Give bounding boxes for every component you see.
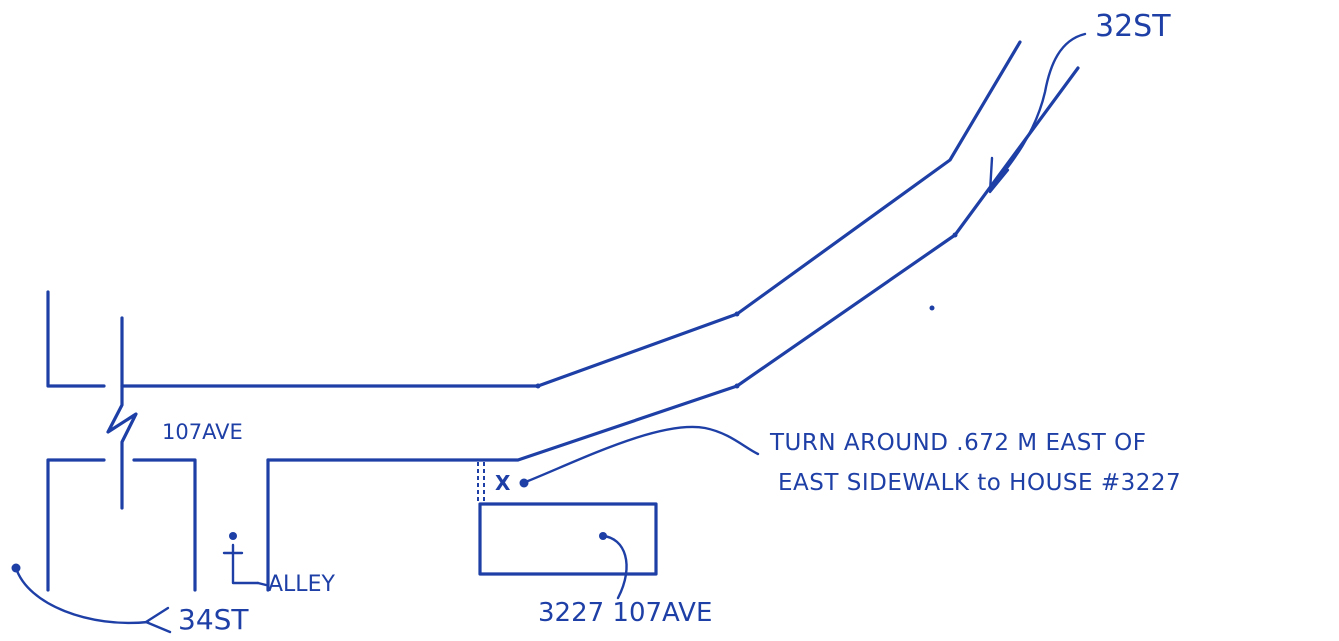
house-label-leader [601,534,628,600]
street-32-arrowhead-icon [988,156,1010,194]
house-address-label: 3227 107AVE [538,598,713,628]
person-icon [222,532,260,585]
vertex-dot [734,311,740,317]
lower-curb-line [266,66,1080,462]
vertex-dot [952,232,958,238]
street-34-arrowhead-icon [144,606,172,634]
alley-pointer [256,581,268,587]
x-mark: X [495,471,511,495]
upper-curb-line [120,40,1022,388]
turn-around-leader [526,425,760,483]
turn-around-note-line2: EAST SIDEWALK to HOUSE #3227 [778,470,1182,496]
stray-dot [929,305,935,311]
turn-around-point [519,478,529,488]
street-34-centerline [106,316,138,510]
vertex-dot [734,383,740,389]
left-block-bottom-corner [46,458,106,592]
alley-label: ALLEY [268,572,335,597]
house-3227-rectangle [478,502,658,576]
avenue-107-label: 107AVE [162,420,243,444]
left-block-top-corner [46,290,106,388]
vertex-dot [535,383,541,389]
street-34-label: 34ST [178,603,249,636]
street-32-leader [988,32,1087,192]
street-34-leader [14,566,150,625]
alley-left-edge [132,458,197,592]
street-32-label: 32ST [1095,9,1171,44]
turn-around-note-line1: TURN AROUND .672 M EAST OF [770,430,1147,456]
